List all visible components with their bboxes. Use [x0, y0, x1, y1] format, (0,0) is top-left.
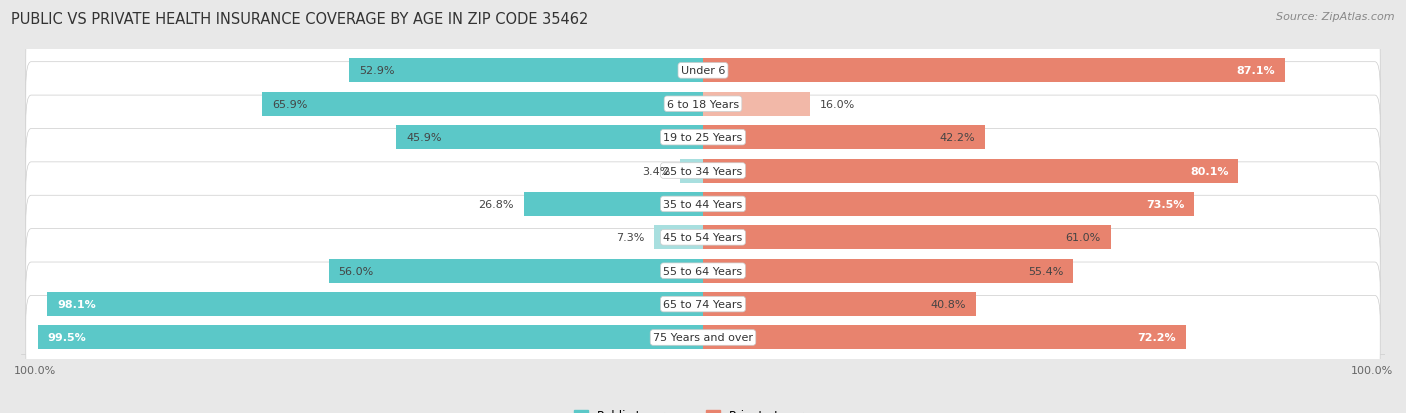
Bar: [703, 259, 1073, 283]
Legend: Public Insurance, Private Insurance: Public Insurance, Private Insurance: [574, 408, 832, 413]
FancyBboxPatch shape: [25, 29, 1381, 113]
FancyBboxPatch shape: [25, 262, 1381, 347]
Text: 55.4%: 55.4%: [1028, 266, 1063, 276]
FancyBboxPatch shape: [25, 62, 1381, 147]
FancyBboxPatch shape: [25, 96, 1381, 180]
Text: 45.9%: 45.9%: [406, 133, 441, 143]
Text: 52.9%: 52.9%: [360, 66, 395, 76]
FancyBboxPatch shape: [25, 196, 1381, 280]
Bar: [329, 259, 703, 283]
Text: 75 Years and over: 75 Years and over: [652, 333, 754, 343]
Bar: [48, 292, 703, 316]
Text: 56.0%: 56.0%: [339, 266, 374, 276]
Bar: [703, 326, 1185, 350]
Text: 42.2%: 42.2%: [939, 133, 976, 143]
Text: Source: ZipAtlas.com: Source: ZipAtlas.com: [1277, 12, 1395, 22]
Text: 98.1%: 98.1%: [58, 299, 96, 309]
Bar: [654, 226, 703, 250]
Bar: [703, 126, 986, 150]
Text: 25 to 34 Years: 25 to 34 Years: [664, 166, 742, 176]
Bar: [524, 192, 703, 216]
FancyBboxPatch shape: [25, 129, 1381, 213]
Bar: [703, 159, 1239, 183]
Text: 65 to 74 Years: 65 to 74 Years: [664, 299, 742, 309]
Text: 73.5%: 73.5%: [1146, 199, 1184, 209]
Bar: [703, 292, 976, 316]
Text: PUBLIC VS PRIVATE HEALTH INSURANCE COVERAGE BY AGE IN ZIP CODE 35462: PUBLIC VS PRIVATE HEALTH INSURANCE COVER…: [11, 12, 589, 27]
Text: 19 to 25 Years: 19 to 25 Years: [664, 133, 742, 143]
Bar: [703, 59, 1285, 83]
Text: 16.0%: 16.0%: [820, 100, 855, 109]
Bar: [703, 226, 1111, 250]
FancyBboxPatch shape: [25, 296, 1381, 380]
Bar: [703, 192, 1194, 216]
FancyBboxPatch shape: [25, 229, 1381, 313]
Text: Under 6: Under 6: [681, 66, 725, 76]
Text: 80.1%: 80.1%: [1189, 166, 1229, 176]
Text: 3.4%: 3.4%: [643, 166, 671, 176]
Bar: [263, 93, 703, 116]
Text: 45 to 54 Years: 45 to 54 Years: [664, 233, 742, 243]
Text: 65.9%: 65.9%: [273, 100, 308, 109]
Text: 6 to 18 Years: 6 to 18 Years: [666, 100, 740, 109]
Bar: [38, 326, 703, 350]
Text: 99.5%: 99.5%: [48, 333, 87, 343]
Bar: [349, 59, 703, 83]
Bar: [396, 126, 703, 150]
Text: 55 to 64 Years: 55 to 64 Years: [664, 266, 742, 276]
FancyBboxPatch shape: [25, 162, 1381, 247]
Text: 40.8%: 40.8%: [931, 299, 966, 309]
Text: 61.0%: 61.0%: [1066, 233, 1101, 243]
Bar: [681, 159, 703, 183]
Text: 7.3%: 7.3%: [616, 233, 644, 243]
Text: 72.2%: 72.2%: [1137, 333, 1175, 343]
Bar: [703, 93, 810, 116]
Text: 87.1%: 87.1%: [1237, 66, 1275, 76]
Text: 26.8%: 26.8%: [478, 199, 513, 209]
Text: 35 to 44 Years: 35 to 44 Years: [664, 199, 742, 209]
